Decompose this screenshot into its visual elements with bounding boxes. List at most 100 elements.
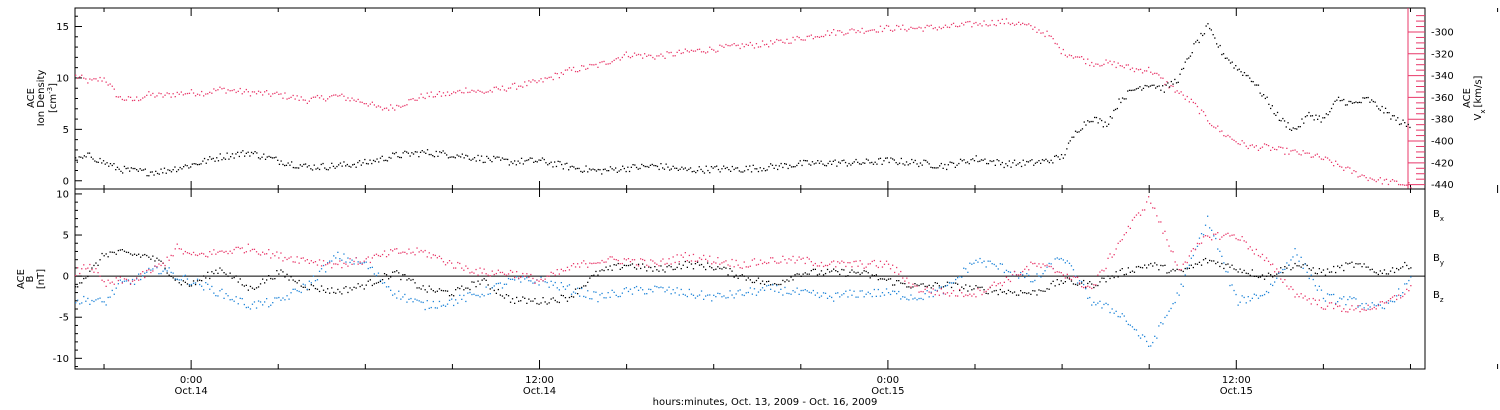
data-point-By <box>735 293 737 295</box>
data-point-Bz <box>1335 303 1337 306</box>
data-point-density <box>574 168 577 170</box>
data-point-Vx <box>790 42 792 44</box>
data-point-density <box>122 172 124 174</box>
data-point-Bz <box>168 259 170 261</box>
data-point-Bz <box>1007 279 1010 281</box>
data-point-By <box>1200 233 1203 235</box>
data-point-Bx <box>304 286 306 288</box>
data-point-By <box>991 263 993 265</box>
data-point-density <box>87 152 89 154</box>
data-point-density <box>1334 100 1336 102</box>
data-point-Vx <box>1355 171 1357 173</box>
data-point-density <box>1041 159 1044 161</box>
data-point-Bx <box>851 269 853 271</box>
data-point-density <box>1210 29 1212 31</box>
data-point-Vx <box>1383 179 1386 181</box>
data-point-Bx <box>1192 266 1194 269</box>
data-point-density <box>1229 62 1232 64</box>
data-point-density <box>151 171 153 173</box>
data-point-Bz <box>489 275 491 277</box>
data-point-density <box>1026 160 1028 163</box>
data-point-Vx <box>1233 139 1235 141</box>
data-point-By <box>493 285 495 287</box>
data-point-By <box>180 279 182 281</box>
data-point-density <box>479 159 481 162</box>
data-point-By <box>526 277 528 279</box>
data-point-By <box>684 294 686 296</box>
data-point-Bx <box>79 282 81 284</box>
data-point-Bz <box>587 266 589 268</box>
data-point-density <box>205 162 207 164</box>
data-point-density <box>1249 77 1251 79</box>
data-point-Bz <box>1379 301 1381 303</box>
data-point-Bz <box>381 253 384 256</box>
data-point-Bz <box>347 265 349 267</box>
data-point-Bz <box>520 276 522 278</box>
data-point-density <box>142 169 145 171</box>
data-point-Vx <box>1314 154 1316 156</box>
data-point-density <box>900 157 902 160</box>
data-point-Vx <box>1231 138 1233 140</box>
data-point-Vx <box>286 98 288 100</box>
data-point-Vx <box>542 81 544 83</box>
data-point-Vx <box>284 92 286 94</box>
data-point-Bx <box>950 286 953 289</box>
data-point-density <box>684 167 686 169</box>
x-axis-title: hours:minutes, Oct. 13, 2009 - Oct. 16, … <box>653 397 878 408</box>
data-point-Vx <box>885 24 888 27</box>
data-point-Bz <box>1050 265 1052 268</box>
data-point-Bz <box>816 265 819 267</box>
data-point-Vx <box>296 95 298 97</box>
data-point-Bz <box>1359 311 1361 313</box>
data-point-Bz <box>1298 296 1300 298</box>
data-point-density <box>1146 85 1148 87</box>
data-point-Bz <box>451 262 453 264</box>
data-point-Bz <box>1083 286 1085 289</box>
data-point-Bz <box>1387 300 1390 302</box>
data-point-Bx <box>327 288 329 290</box>
data-point-Bx <box>294 280 296 283</box>
data-point-Bx <box>1190 264 1192 266</box>
data-point-density <box>1054 155 1056 157</box>
data-point-Vx <box>566 69 569 71</box>
data-point-Vx <box>1306 152 1308 154</box>
data-point-Bz <box>278 257 280 259</box>
data-point-Vx <box>87 82 89 84</box>
data-point-density <box>421 150 423 152</box>
data-point-Bz <box>101 279 103 281</box>
data-point-By <box>121 281 123 283</box>
data-point-Bz <box>241 247 243 249</box>
data-point-By <box>717 292 719 294</box>
data-point-Bx <box>1156 264 1158 266</box>
data-point-By <box>170 271 172 274</box>
data-point-Bx <box>1241 271 1243 274</box>
data-point-Bx <box>646 270 648 272</box>
data-point-Vx <box>1164 83 1166 86</box>
data-point-density <box>1219 44 1221 47</box>
data-point-Vx <box>1316 153 1318 155</box>
data-point-Bx <box>266 279 268 281</box>
data-point-density <box>1142 87 1145 89</box>
data-point-Bx <box>1184 267 1186 270</box>
data-point-Bx <box>550 298 552 300</box>
data-point-By <box>1087 297 1089 299</box>
data-point-Bx <box>516 296 518 299</box>
data-point-Bx <box>85 277 87 279</box>
data-point-Vx <box>757 46 760 48</box>
data-point-By <box>780 288 782 290</box>
data-point-Vx <box>898 25 900 28</box>
data-point-Bz <box>1245 241 1247 243</box>
data-point-Vx <box>768 46 770 48</box>
data-point-Bz <box>1328 302 1331 304</box>
data-point-By <box>249 308 252 310</box>
data-point-By <box>207 283 209 285</box>
data-point-density <box>1144 84 1146 87</box>
data-point-Bz <box>211 253 213 255</box>
data-point-Bz <box>75 274 77 277</box>
data-point-density <box>639 167 641 170</box>
data-point-Bx <box>408 278 410 280</box>
data-point-density <box>374 160 376 163</box>
data-point-Vx <box>1200 109 1203 111</box>
data-point-density <box>196 164 199 166</box>
